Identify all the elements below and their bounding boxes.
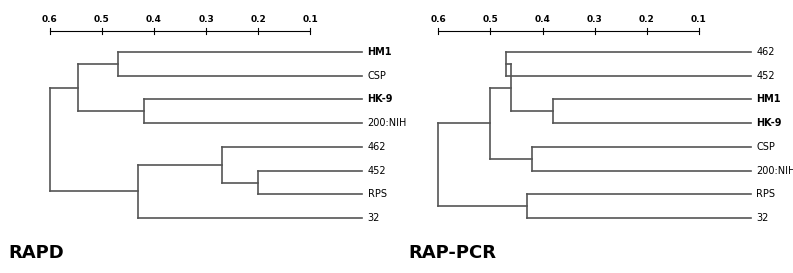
Text: 200:NIH: 200:NIH xyxy=(756,166,793,176)
Text: 0.6: 0.6 xyxy=(431,15,446,24)
Text: 462: 462 xyxy=(367,142,386,152)
Text: RAPD: RAPD xyxy=(8,244,63,262)
Text: CSP: CSP xyxy=(756,142,775,152)
Text: 462: 462 xyxy=(756,47,775,57)
Text: 0.5: 0.5 xyxy=(94,15,109,24)
Text: 0.1: 0.1 xyxy=(691,15,707,24)
Text: 200:NIH: 200:NIH xyxy=(367,118,407,128)
Text: 452: 452 xyxy=(756,71,775,81)
Text: 0.1: 0.1 xyxy=(302,15,318,24)
Text: 0.3: 0.3 xyxy=(198,15,214,24)
Text: 0.6: 0.6 xyxy=(42,15,58,24)
Text: HM1: HM1 xyxy=(367,47,392,57)
Text: 0.4: 0.4 xyxy=(146,15,162,24)
Text: 32: 32 xyxy=(756,213,768,223)
Text: RPS: RPS xyxy=(367,189,386,199)
Text: HK-9: HK-9 xyxy=(756,118,782,128)
Text: 452: 452 xyxy=(367,166,386,176)
Text: HK-9: HK-9 xyxy=(367,94,393,105)
Text: 32: 32 xyxy=(367,213,380,223)
Text: HM1: HM1 xyxy=(756,94,780,105)
Text: RAP-PCR: RAP-PCR xyxy=(408,244,496,262)
Text: 0.3: 0.3 xyxy=(587,15,603,24)
Text: 0.5: 0.5 xyxy=(483,15,498,24)
Text: RPS: RPS xyxy=(756,189,775,199)
Text: 0.2: 0.2 xyxy=(639,15,654,24)
Text: 0.4: 0.4 xyxy=(534,15,550,24)
Text: 0.2: 0.2 xyxy=(251,15,266,24)
Text: CSP: CSP xyxy=(367,71,386,81)
